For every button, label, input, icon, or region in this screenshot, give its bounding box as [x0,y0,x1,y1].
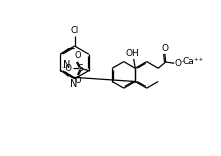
Text: OH: OH [126,49,139,58]
Text: O: O [74,51,81,61]
Text: S: S [77,64,83,73]
Text: O⁻: O⁻ [175,59,187,68]
Text: O: O [161,44,168,53]
Text: N: N [70,80,77,90]
Text: Cl: Cl [70,26,79,35]
Text: O: O [74,76,81,85]
Text: Ca⁺⁺: Ca⁺⁺ [183,57,204,66]
Text: N: N [63,60,70,71]
Text: ⁻O: ⁻O [61,64,72,73]
